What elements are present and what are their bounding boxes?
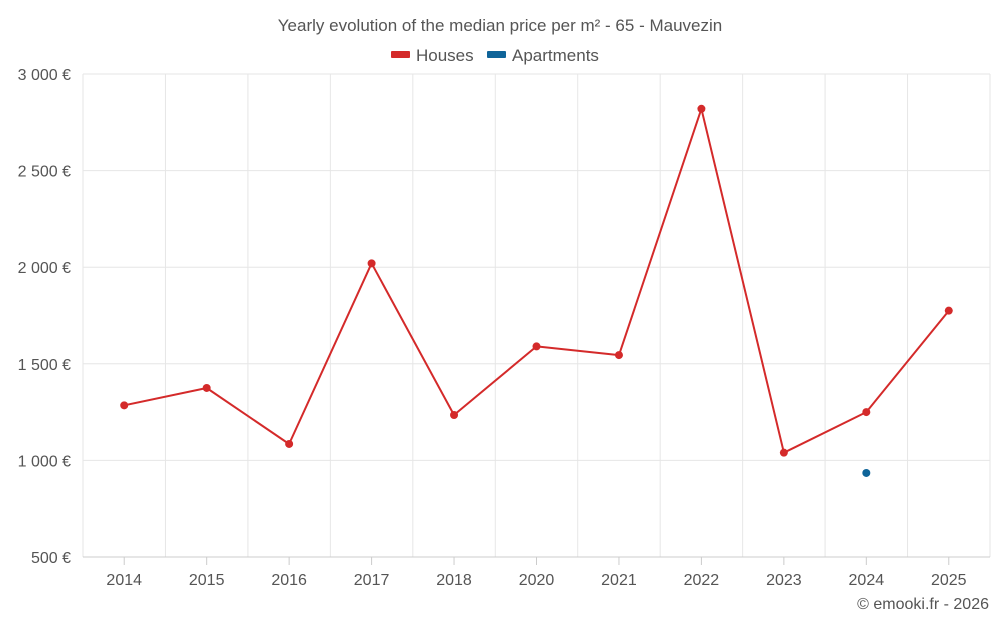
x-tick-label: 2017 [354, 572, 390, 589]
legend-swatch-houses [391, 51, 410, 58]
data-point-houses[interactable] [450, 410, 459, 419]
y-axis-ticks: 500 € 1 000 € 1 500 € 2 000 € 2 500 € 3 000 € [18, 67, 71, 567]
x-tick-label: 2015 [189, 572, 225, 589]
data-point-houses[interactable] [532, 342, 541, 351]
x-tick-label: 2016 [271, 572, 307, 589]
legend-swatch-apartments [487, 51, 506, 58]
data-point-houses[interactable] [285, 439, 294, 448]
legend-item-apartments[interactable]: Apartments [487, 46, 599, 65]
data-point-houses[interactable] [120, 401, 129, 410]
legend-label-apartments: Apartments [512, 46, 599, 65]
series-layer [120, 104, 953, 477]
data-point-houses[interactable] [202, 383, 211, 392]
x-axis-ticks: 2014 2015 2016 2017 2018 2020 2021 2022 2023 2024… [106, 557, 967, 589]
series-houses [120, 104, 953, 457]
x-gridlines [82, 74, 991, 557]
data-point-houses[interactable] [944, 306, 953, 315]
x-tick-label: 2025 [931, 572, 967, 589]
y-tick-label: 2 500 € [18, 164, 71, 181]
legend-label-houses: Houses [416, 46, 474, 65]
data-point-houses[interactable] [697, 104, 706, 113]
x-tick-label: 2021 [601, 572, 637, 589]
x-tick-label: 2014 [106, 572, 142, 589]
y-tick-label: 1 000 € [18, 453, 71, 470]
data-point-apartments[interactable] [862, 468, 871, 477]
legend-item-houses[interactable]: Houses [391, 46, 474, 65]
y-tick-label: 2 000 € [18, 260, 71, 277]
x-tick-label: 2024 [849, 572, 885, 589]
x-tick-label: 2022 [684, 572, 720, 589]
data-point-houses[interactable] [862, 408, 871, 417]
data-point-houses[interactable] [367, 259, 376, 268]
x-tick-label: 2020 [519, 572, 555, 589]
y-tick-label: 500 € [31, 550, 71, 567]
series-apartments [862, 468, 871, 477]
x-tick-label: 2018 [436, 572, 472, 589]
data-point-houses[interactable] [614, 351, 623, 360]
y-tick-label: 1 500 € [18, 357, 71, 374]
x-tick-label: 2023 [766, 572, 802, 589]
y-gridlines [83, 73, 990, 461]
y-tick-label: 3 000 € [18, 67, 71, 84]
chart-title: Yearly evolution of the median price per… [278, 16, 722, 35]
credit-text: © emooki.fr - 2026 [857, 596, 989, 613]
data-point-houses[interactable] [779, 448, 788, 457]
legend: Houses Apartments [391, 46, 599, 65]
